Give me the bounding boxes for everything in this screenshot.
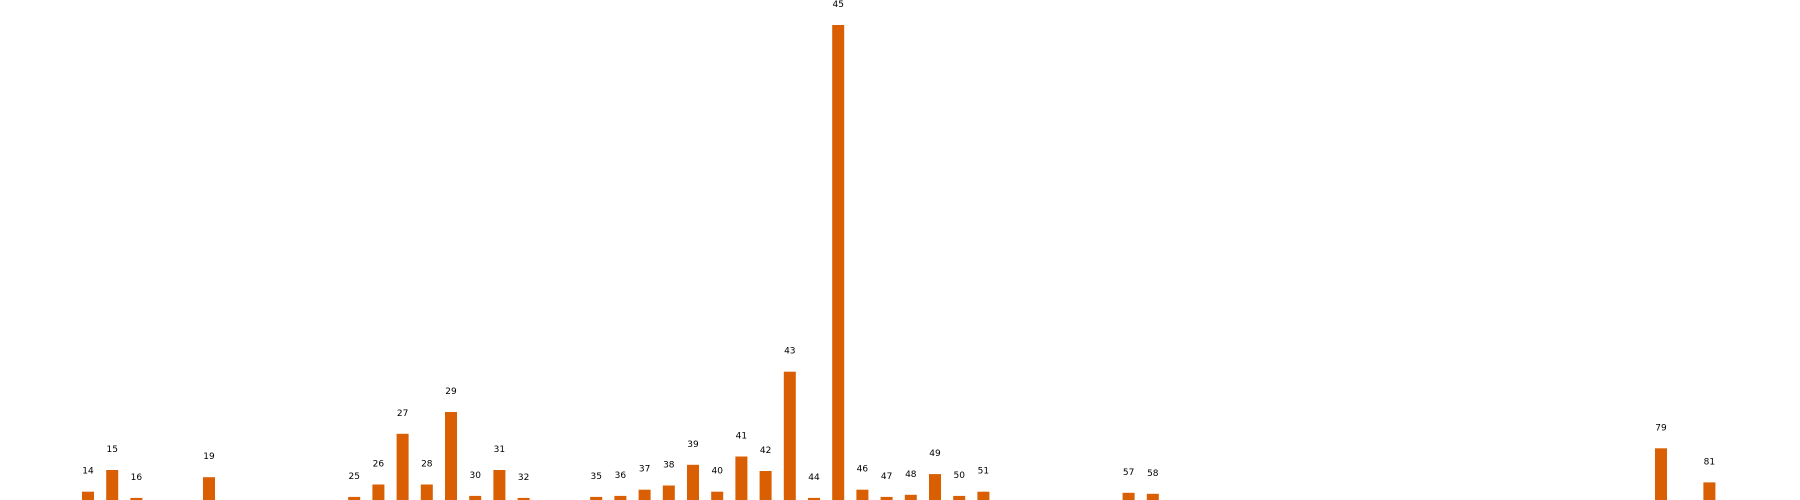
bar-label-15: 15 bbox=[106, 445, 117, 455]
bar-30 bbox=[469, 495, 482, 500]
bar-label-25: 25 bbox=[348, 472, 359, 482]
bar-15 bbox=[106, 470, 119, 500]
bar-27 bbox=[396, 433, 409, 500]
bar-label-37: 37 bbox=[639, 465, 650, 475]
bar-25 bbox=[348, 496, 361, 500]
bar-57 bbox=[1122, 492, 1135, 500]
bar-38 bbox=[662, 485, 675, 500]
bar-label-39: 39 bbox=[687, 440, 699, 450]
bar-label-42: 42 bbox=[760, 446, 771, 456]
bar-label-32: 32 bbox=[518, 473, 529, 483]
bar-label-36: 36 bbox=[615, 471, 627, 481]
bar-28 bbox=[420, 484, 433, 500]
bar-label-81: 81 bbox=[1704, 457, 1715, 467]
bar-label-19: 19 bbox=[203, 452, 215, 462]
bar-32 bbox=[517, 497, 530, 500]
bar-label-58: 58 bbox=[1147, 469, 1159, 479]
bar-16 bbox=[130, 497, 143, 500]
bar-label-49: 49 bbox=[929, 449, 941, 459]
bar-label-31: 31 bbox=[494, 445, 505, 455]
bar-label-47: 47 bbox=[881, 472, 892, 482]
bar-label-45: 45 bbox=[832, 0, 843, 10]
bar-58 bbox=[1146, 493, 1159, 500]
bar-45 bbox=[832, 25, 845, 500]
bar-39 bbox=[687, 464, 699, 500]
bar-label-27: 27 bbox=[397, 409, 408, 419]
bar-label-29: 29 bbox=[445, 387, 457, 397]
bar-label-46: 46 bbox=[857, 465, 869, 475]
bars-layer bbox=[82, 25, 1716, 500]
bar-79 bbox=[1655, 448, 1667, 500]
bar-49 bbox=[929, 474, 941, 500]
bar-label-44: 44 bbox=[808, 473, 820, 483]
bar-label-40: 40 bbox=[711, 467, 723, 477]
bar-51 bbox=[977, 491, 990, 500]
bar-29 bbox=[445, 412, 457, 500]
labels-layer: 14 15 16 19 25 26 27 28 29 30 31 32 35 36 37 38 39 40 41 42… bbox=[82, 0, 1715, 483]
bar-36 bbox=[614, 495, 627, 500]
bar-label-79: 79 bbox=[1655, 423, 1667, 433]
bar-26 bbox=[372, 484, 385, 500]
bar-48 bbox=[904, 494, 917, 500]
bar-label-35: 35 bbox=[590, 472, 601, 482]
bar-19 bbox=[203, 477, 215, 500]
bar-label-41: 41 bbox=[736, 432, 747, 442]
bar-47 bbox=[880, 496, 893, 500]
bar-44 bbox=[808, 497, 820, 500]
bar-37 bbox=[638, 489, 651, 500]
bar-label-14: 14 bbox=[82, 467, 94, 477]
bar-label-57: 57 bbox=[1123, 468, 1134, 478]
bar-41 bbox=[735, 456, 748, 500]
bar-label-51: 51 bbox=[978, 467, 989, 477]
bar-label-38: 38 bbox=[663, 461, 675, 471]
bar-81 bbox=[1703, 482, 1716, 500]
bar-label-43: 43 bbox=[784, 347, 795, 357]
bar-46 bbox=[856, 489, 869, 500]
bar-14 bbox=[82, 491, 94, 500]
bar-label-50: 50 bbox=[953, 471, 965, 481]
bar-35 bbox=[590, 496, 603, 500]
bar-50 bbox=[953, 495, 966, 500]
bar-42 bbox=[759, 471, 772, 500]
bar-43 bbox=[783, 371, 796, 500]
bar-label-28: 28 bbox=[421, 460, 433, 470]
bar-label-30: 30 bbox=[469, 471, 481, 481]
bar-label-48: 48 bbox=[905, 470, 917, 480]
bar-40 bbox=[711, 491, 724, 500]
bar-label-26: 26 bbox=[373, 460, 385, 470]
bar-label-16: 16 bbox=[131, 473, 143, 483]
bar-31 bbox=[493, 470, 506, 500]
